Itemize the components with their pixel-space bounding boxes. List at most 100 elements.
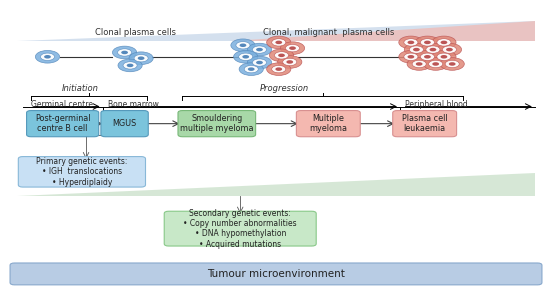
Circle shape bbox=[432, 51, 456, 63]
Circle shape bbox=[416, 62, 422, 66]
Circle shape bbox=[404, 39, 418, 46]
Circle shape bbox=[423, 58, 448, 70]
Circle shape bbox=[424, 41, 431, 44]
Circle shape bbox=[256, 48, 263, 51]
Polygon shape bbox=[17, 173, 535, 196]
Circle shape bbox=[272, 39, 286, 46]
Circle shape bbox=[289, 46, 296, 50]
Circle shape bbox=[445, 60, 459, 68]
Circle shape bbox=[407, 55, 415, 59]
Text: Smouldering
multiple myeloma: Smouldering multiple myeloma bbox=[180, 114, 253, 133]
Circle shape bbox=[252, 46, 267, 53]
Circle shape bbox=[269, 49, 294, 62]
Polygon shape bbox=[232, 21, 535, 41]
Text: Bone marrow: Bone marrow bbox=[108, 99, 159, 109]
Circle shape bbox=[127, 64, 134, 67]
Circle shape bbox=[248, 67, 254, 71]
Circle shape bbox=[446, 48, 453, 51]
Circle shape bbox=[40, 53, 55, 60]
Text: Tumour microenvironment: Tumour microenvironment bbox=[207, 269, 345, 279]
Circle shape bbox=[440, 58, 464, 70]
Circle shape bbox=[239, 63, 263, 75]
FancyBboxPatch shape bbox=[10, 263, 542, 285]
Circle shape bbox=[275, 41, 282, 44]
Circle shape bbox=[429, 60, 443, 68]
Circle shape bbox=[407, 58, 431, 70]
FancyBboxPatch shape bbox=[101, 111, 148, 137]
Circle shape bbox=[278, 55, 302, 68]
Circle shape bbox=[413, 48, 420, 51]
Circle shape bbox=[247, 56, 272, 69]
Text: Post-germinal
centre B cell: Post-germinal centre B cell bbox=[35, 114, 91, 133]
Text: Clonal, malignant  plasma cells: Clonal, malignant plasma cells bbox=[263, 28, 394, 37]
Circle shape bbox=[415, 51, 439, 63]
FancyBboxPatch shape bbox=[296, 111, 360, 137]
Circle shape bbox=[267, 63, 291, 75]
Text: Secondary genetic events:
• Copy number abnormalities
• DNA hypomethylation
• Ac: Secondary genetic events: • Copy number … bbox=[183, 209, 297, 249]
Circle shape bbox=[442, 46, 457, 53]
Circle shape bbox=[404, 53, 418, 60]
Circle shape bbox=[129, 52, 153, 64]
Circle shape bbox=[123, 62, 137, 69]
Circle shape bbox=[440, 41, 447, 44]
FancyBboxPatch shape bbox=[164, 211, 316, 246]
Circle shape bbox=[399, 51, 423, 63]
Circle shape bbox=[407, 41, 415, 44]
Circle shape bbox=[231, 39, 255, 52]
Circle shape bbox=[274, 52, 289, 59]
Text: Initiation: Initiation bbox=[62, 84, 99, 93]
Polygon shape bbox=[17, 21, 535, 41]
Circle shape bbox=[247, 43, 272, 56]
Circle shape bbox=[280, 42, 305, 55]
Circle shape bbox=[440, 55, 447, 59]
Circle shape bbox=[437, 43, 461, 56]
Text: Progression: Progression bbox=[259, 84, 309, 93]
Circle shape bbox=[118, 59, 142, 72]
Circle shape bbox=[236, 42, 250, 49]
Circle shape bbox=[449, 62, 455, 66]
Circle shape bbox=[415, 36, 439, 49]
Circle shape bbox=[244, 66, 258, 73]
Text: Germinal centre: Germinal centre bbox=[31, 99, 93, 109]
Circle shape bbox=[410, 46, 423, 53]
Text: Multiple
myeloma: Multiple myeloma bbox=[309, 114, 347, 133]
Circle shape bbox=[240, 44, 246, 47]
Circle shape bbox=[432, 36, 456, 49]
Circle shape bbox=[35, 51, 60, 63]
Circle shape bbox=[437, 53, 451, 60]
FancyBboxPatch shape bbox=[18, 157, 146, 187]
Text: MGUS: MGUS bbox=[113, 119, 137, 128]
Circle shape bbox=[429, 48, 436, 51]
FancyBboxPatch shape bbox=[178, 111, 256, 137]
Circle shape bbox=[404, 43, 428, 56]
Circle shape bbox=[137, 56, 145, 60]
Circle shape bbox=[421, 43, 445, 56]
Circle shape bbox=[283, 58, 297, 66]
FancyBboxPatch shape bbox=[392, 111, 457, 137]
Circle shape bbox=[424, 55, 431, 59]
Circle shape bbox=[437, 39, 451, 46]
Circle shape bbox=[285, 45, 300, 52]
Circle shape bbox=[426, 46, 440, 53]
Circle shape bbox=[242, 55, 249, 59]
FancyBboxPatch shape bbox=[26, 111, 99, 137]
Circle shape bbox=[121, 51, 128, 54]
Circle shape bbox=[44, 55, 51, 59]
Circle shape bbox=[278, 53, 285, 57]
Circle shape bbox=[421, 39, 434, 46]
Circle shape bbox=[421, 53, 434, 60]
Circle shape bbox=[275, 67, 282, 71]
Text: Primary genetic events:
• IGH  translocations
• Hyperdiplaidy: Primary genetic events: • IGH translocat… bbox=[36, 157, 128, 187]
Circle shape bbox=[252, 59, 267, 66]
Circle shape bbox=[118, 49, 131, 56]
Circle shape bbox=[412, 60, 426, 68]
Text: Clonal plasma cells: Clonal plasma cells bbox=[95, 28, 176, 37]
Circle shape bbox=[399, 36, 423, 49]
Circle shape bbox=[113, 46, 137, 59]
Circle shape bbox=[286, 60, 293, 64]
Circle shape bbox=[238, 53, 253, 60]
Circle shape bbox=[432, 62, 439, 66]
Circle shape bbox=[233, 51, 258, 63]
Circle shape bbox=[256, 61, 263, 64]
Text: Peripheral blood: Peripheral blood bbox=[405, 99, 468, 109]
